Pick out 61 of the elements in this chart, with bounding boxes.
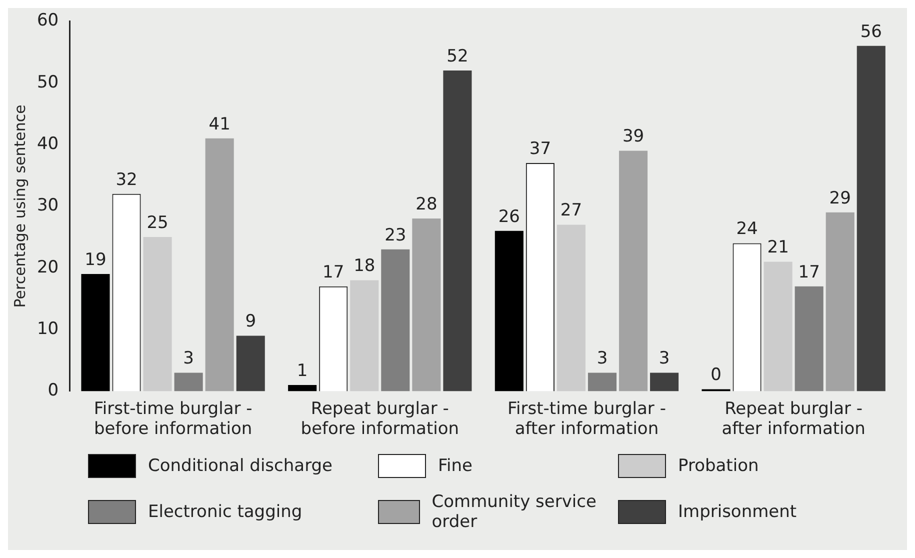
data-label: 52 xyxy=(446,46,468,66)
legend-label: Conditional discharge xyxy=(148,456,333,476)
data-label: 41 xyxy=(208,114,230,134)
data-label: 3 xyxy=(596,348,608,369)
bar xyxy=(288,385,317,392)
data-label: 17 xyxy=(322,262,344,282)
data-label: 0 xyxy=(710,365,722,386)
bar xyxy=(236,336,265,392)
x-tick-label: First-time burglar - before information xyxy=(94,398,252,440)
bar xyxy=(494,230,524,392)
data-label: 3 xyxy=(658,348,670,369)
legend-label: Community service order xyxy=(432,492,598,532)
data-label: 23 xyxy=(384,225,406,246)
bar xyxy=(350,280,379,392)
data-label: 26 xyxy=(498,206,520,227)
y-tick-label: 60 xyxy=(36,10,59,31)
legend-label: Imprisonment xyxy=(678,502,797,522)
bar xyxy=(764,262,792,392)
data-label: 9 xyxy=(245,312,256,332)
bar xyxy=(794,286,824,392)
y-tick-label: 10 xyxy=(36,318,59,339)
data-label: 1 xyxy=(296,360,308,381)
x-tick-label: Repeat burglar - after information xyxy=(722,398,866,440)
bar xyxy=(81,274,110,392)
legend-label: Electronic tagging xyxy=(148,502,302,522)
data-label: 27 xyxy=(560,200,582,221)
data-label: 37 xyxy=(529,138,552,159)
bar xyxy=(650,372,679,392)
data-label: 29 xyxy=(829,188,851,208)
data-label: 32 xyxy=(116,170,138,190)
bar xyxy=(412,218,441,392)
data-label: 39 xyxy=(622,126,644,147)
bar xyxy=(556,224,586,392)
x-tick-label: First-time burglar - after information xyxy=(508,398,666,440)
data-label: 18 xyxy=(354,256,376,276)
data-label: 28 xyxy=(416,194,438,214)
data-label: 56 xyxy=(860,22,882,42)
y-tick-label: 50 xyxy=(36,72,59,92)
legend-label: Probation xyxy=(678,456,759,476)
y-tick-label: 40 xyxy=(36,134,59,154)
data-label: 21 xyxy=(767,238,789,258)
bar xyxy=(619,150,648,392)
bar xyxy=(856,46,886,392)
data-label: 24 xyxy=(736,219,758,240)
legend-label: Fine xyxy=(438,456,472,476)
bar xyxy=(826,212,854,392)
y-tick-label: 30 xyxy=(36,196,59,216)
data-label: 19 xyxy=(84,250,106,270)
data-label: 25 xyxy=(146,212,168,233)
bar xyxy=(174,372,203,392)
y-tick-label: 0 xyxy=(48,380,59,401)
bar xyxy=(588,372,617,392)
y-tick-label: 20 xyxy=(36,257,59,278)
bar xyxy=(381,249,410,392)
data-label: 17 xyxy=(798,262,820,282)
bar xyxy=(143,237,172,392)
x-tick-label: Repeat burglar - before information xyxy=(300,398,460,440)
data-label: 3 xyxy=(183,348,194,369)
bar xyxy=(205,138,234,392)
bar xyxy=(443,70,472,392)
y-axis-title: Percentage using sentence xyxy=(10,104,29,308)
